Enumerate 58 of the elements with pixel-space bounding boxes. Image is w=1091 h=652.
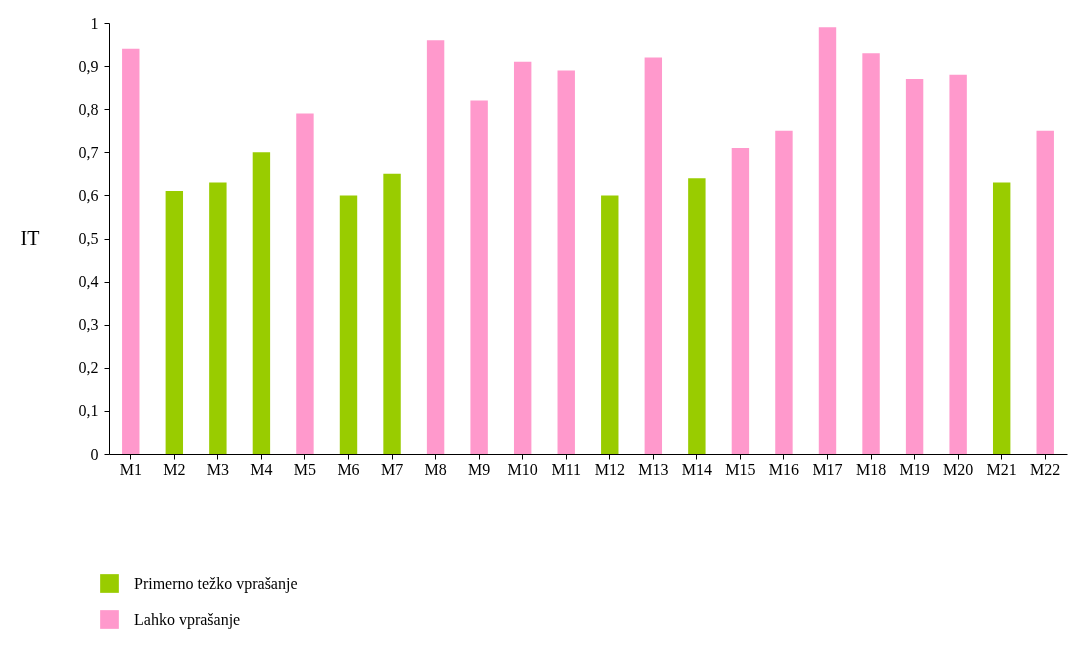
- x-tick-label: M5: [293, 460, 317, 478]
- x-tick-label: M2: [163, 460, 186, 478]
- bar: [688, 178, 706, 454]
- bar: [513, 61, 532, 454]
- y-tick-label: 0,5: [78, 230, 99, 247]
- bar: [557, 70, 575, 454]
- bar: [383, 173, 401, 454]
- y-tick-label: 0,6: [78, 186, 99, 204]
- x-tick-label: M22: [1030, 460, 1061, 478]
- x-tick-label: M14: [681, 460, 712, 478]
- bar: [209, 182, 227, 454]
- x-tick-label: M7: [380, 460, 404, 478]
- bar: [905, 79, 924, 454]
- x-tick-label: M10: [507, 460, 538, 478]
- bar: [818, 27, 837, 454]
- bar: [339, 195, 358, 454]
- x-tick-label: M16: [768, 460, 800, 478]
- bar: [296, 113, 314, 454]
- bar: [862, 53, 880, 454]
- y-tick-label: 0: [90, 445, 99, 463]
- bar: [644, 57, 663, 454]
- bar: [165, 191, 184, 454]
- bar: [470, 100, 488, 454]
- bar: [992, 182, 1011, 454]
- legend-label: Lahko vprašanje: [134, 610, 241, 629]
- y-tick-label: 0,7: [78, 143, 99, 161]
- bar: [949, 74, 967, 454]
- x-tick-label: M8: [424, 460, 447, 478]
- x-tick-label: M13: [638, 460, 669, 478]
- x-tick-label: M17: [812, 460, 843, 478]
- y-tick-label: 1: [90, 14, 99, 32]
- bar: [122, 48, 140, 454]
- x-tick-label: M1: [119, 460, 142, 478]
- bar: [426, 40, 445, 454]
- y-tick-label: 0,8: [78, 100, 99, 118]
- bar: [775, 130, 793, 454]
- x-tick-label: M11: [551, 460, 582, 478]
- legend-label: Primerno težko vprašanje: [134, 574, 298, 593]
- y-tick-label: 0,3: [78, 316, 99, 334]
- x-tick-label: M12: [594, 460, 625, 478]
- bar: [601, 195, 619, 454]
- y-tick-label: 0,1: [78, 402, 99, 420]
- x-tick-label: M18: [855, 460, 887, 478]
- x-tick-label: M4: [250, 460, 273, 478]
- y-tick-label: 0,9: [78, 57, 99, 75]
- bar: [731, 147, 750, 454]
- y-tick-label: 0,4: [78, 273, 99, 291]
- x-tick-label: M15: [725, 460, 756, 478]
- x-tick-label: M9: [468, 460, 491, 478]
- x-tick-label: M19: [899, 460, 930, 478]
- x-tick-label: M21: [986, 460, 1017, 478]
- x-tick-label: M3: [206, 460, 229, 478]
- bar: [252, 152, 271, 454]
- y-tick-label: 0,2: [78, 359, 99, 377]
- x-tick-label: M6: [337, 460, 360, 478]
- y-axis-title: IT: [20, 227, 40, 249]
- x-tick-label: M20: [943, 460, 974, 478]
- bar: [1036, 130, 1054, 454]
